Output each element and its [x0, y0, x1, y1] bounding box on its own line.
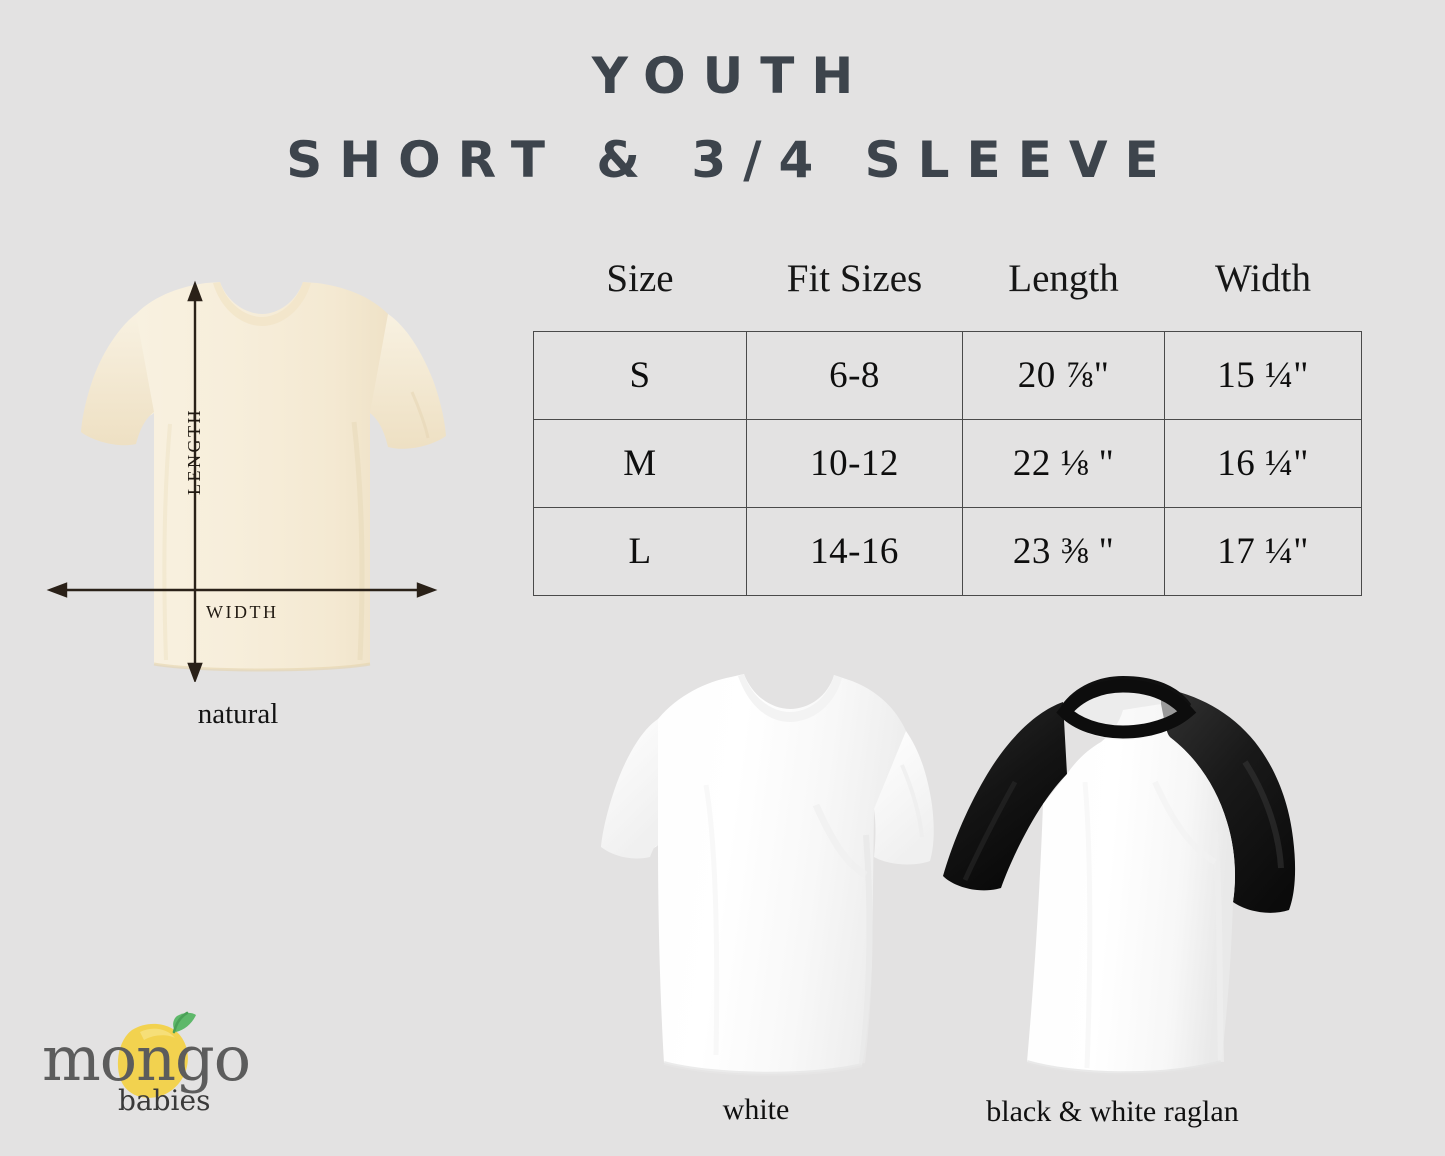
table-row: L 14-16 23 ⅜ " 17 ¼"	[533, 507, 1362, 596]
cell-length: 23 ⅜ "	[962, 507, 1165, 596]
mango-icon	[117, 1011, 196, 1098]
logo-sub-text: babies	[118, 1084, 210, 1117]
raglan-tshirt-image	[943, 676, 1296, 1076]
header-width: Width	[1215, 257, 1311, 300]
logo-brand-text: mongo	[42, 1022, 250, 1095]
table-row: S 6-8 20 ⅞" 15 ¼"	[533, 331, 1362, 420]
header-fit-sizes: Fit Sizes	[786, 257, 923, 300]
title-line-sleeve: SHORT & 3/4 SLEEVE	[286, 131, 1176, 189]
cell-fit-sizes: 10-12	[746, 419, 963, 508]
table-row: M 10-12 22 ⅛ " 16 ¼"	[533, 419, 1362, 508]
header-size: Size	[606, 257, 674, 300]
page-title: YOUTH SHORT & 3/4 SLEEVE	[0, 48, 1445, 188]
natural-shirt-diagram: LENGTH WIDTH natural	[24, 272, 494, 731]
cell-size: S	[533, 331, 747, 420]
cell-fit-sizes: 6-8	[746, 331, 963, 420]
cell-fit-sizes: 14-16	[746, 507, 963, 596]
white-shirt-block: white	[566, 665, 946, 1127]
cell-length: 22 ⅛ "	[962, 419, 1165, 508]
size-table-container: Size Fit Sizes Length Width S 6-8 20 ⅞" …	[533, 256, 1362, 596]
white-tshirt-image	[601, 674, 934, 1076]
cell-size: L	[533, 507, 747, 596]
white-caption: white	[722, 1093, 790, 1126]
cell-size: M	[533, 419, 747, 508]
cell-width: 17 ¼"	[1164, 507, 1362, 596]
natural-shirt-stage: LENGTH WIDTH	[24, 272, 494, 682]
measurement-arrows	[46, 280, 438, 682]
size-table: Size Fit Sizes Length Width S 6-8 20 ⅞" …	[533, 256, 1362, 596]
natural-caption: natural	[197, 698, 279, 730]
cell-width: 16 ¼"	[1164, 419, 1362, 508]
cell-width: 15 ¼"	[1164, 331, 1362, 420]
brand-logo: mongo babies	[36, 1002, 306, 1122]
cell-length: 20 ⅞"	[962, 331, 1165, 420]
raglan-caption: black & white raglan	[986, 1095, 1239, 1128]
table-header-row: Size Fit Sizes Length Width	[534, 256, 1362, 332]
mongo-babies-logo: mongo babies	[42, 1011, 251, 1117]
length-label: LENGTH	[184, 408, 204, 495]
header-length: Length	[1008, 257, 1119, 300]
raglan-shirt-block: black & white raglan	[915, 662, 1310, 1129]
title-line-youth: YOUTH	[591, 47, 871, 105]
width-label: WIDTH	[206, 602, 279, 622]
natural-tshirt-image	[46, 280, 446, 682]
